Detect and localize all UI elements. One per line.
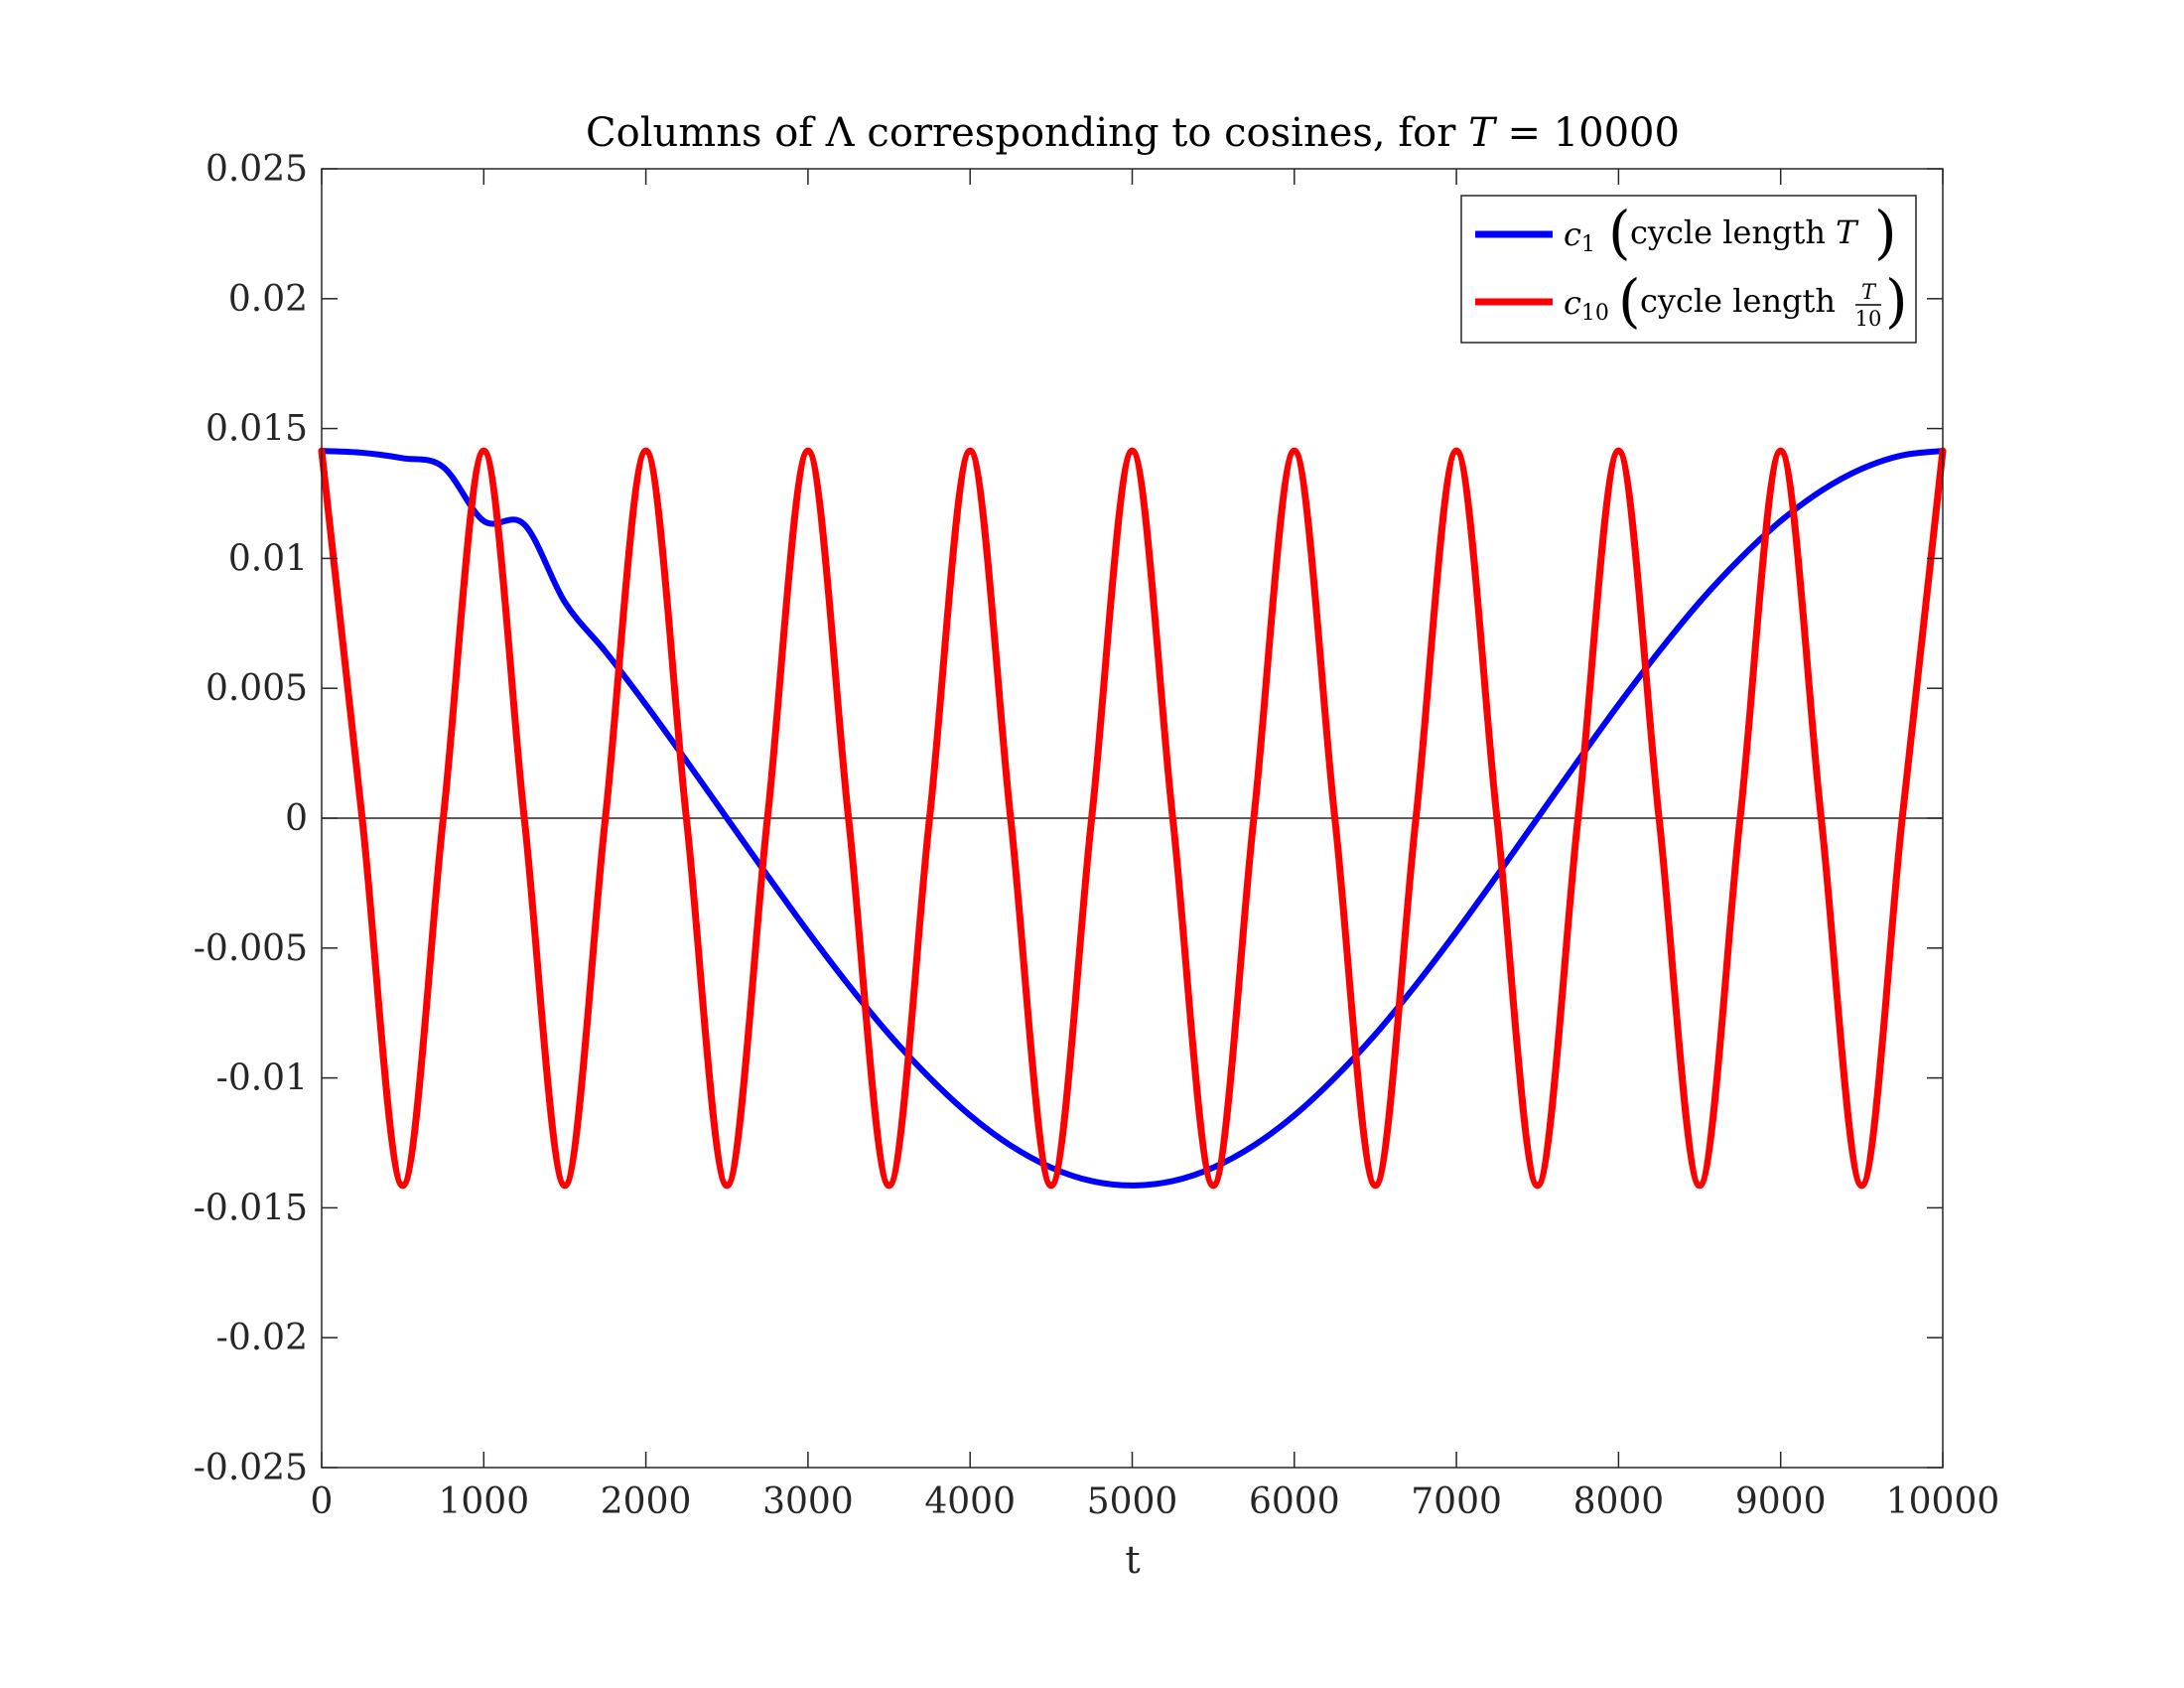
y-tick-label: 0.015: [205, 409, 308, 450]
x-tick-label: 3000: [762, 1481, 854, 1522]
x-ticks: 0 1000 2000 3000 4000 5000 6000 7000 8000 9000 100…: [311, 169, 2000, 1522]
chart-title-prefix: Columns of Λ corresponding to cosines, f…: [586, 110, 1468, 156]
legend-text-c1: cycle length T: [1630, 213, 1859, 251]
x-tick-label: 6000: [1249, 1481, 1340, 1522]
legend-sub-c1: 1: [1581, 232, 1595, 257]
chart-title-suffix: = 10000: [1495, 110, 1680, 156]
legend-var-c1: T: [1836, 213, 1859, 251]
plot-area: [318, 168, 1947, 1469]
legend: c1 ( cycle length T ) c10 ( cycle length…: [1460, 195, 1917, 344]
y-tick-label: 0.01: [228, 538, 308, 579]
legend-paren-open-c1: (: [1608, 199, 1631, 266]
series-line-c1: [319, 448, 1946, 1189]
legend-label-c1: c1: [1564, 215, 1595, 257]
legend-paren-close-c1: ): [1874, 199, 1897, 266]
x-tick-label: 4000: [924, 1481, 1016, 1522]
x-tick-label: 7000: [1411, 1481, 1502, 1522]
y-tick-label: -0.02: [216, 1318, 308, 1358]
y-tick-label: -0.025: [194, 1448, 308, 1488]
legend-sub-c10: 10: [1581, 301, 1609, 326]
x-tick-label: 10000: [1886, 1481, 2000, 1522]
legend-symbol-c1: c: [1564, 215, 1581, 253]
x-axis-label: t: [1125, 1538, 1140, 1582]
legend-frac-num-c10: T: [1861, 280, 1877, 304]
chart-title: Columns of Λ corresponding to cosines, f…: [586, 110, 1680, 156]
chart-title-var: T: [1468, 110, 1498, 156]
y-tick-label: -0.005: [194, 928, 308, 969]
y-tick-label: 0.025: [205, 149, 308, 190]
legend-text-c10: cycle length: [1640, 282, 1836, 320]
y-ticks: 0.025 0.02 0.015 0.01 0.005 0 -0.005 -0.01 -0.01…: [194, 149, 1943, 1488]
x-tick-label: 1000: [438, 1481, 529, 1522]
y-tick-label: 0.005: [205, 668, 308, 709]
y-tick-label: -0.01: [216, 1058, 308, 1099]
series-line-c10: [318, 447, 1947, 1190]
y-tick-label: -0.015: [194, 1188, 308, 1228]
legend-paren-close-c10: ): [1885, 267, 1908, 335]
legend-paren-open-c10: (: [1618, 267, 1641, 335]
y-tick-label: 0.02: [228, 279, 308, 320]
x-tick-label: 9000: [1735, 1481, 1827, 1522]
legend-box: [1460, 195, 1917, 344]
legend-desc-c1: cycle length: [1630, 213, 1836, 251]
y-tick-label: 0: [285, 798, 308, 839]
legend-symbol-c10: c: [1564, 284, 1581, 322]
x-tick-label: 0: [311, 1481, 334, 1522]
x-tick-label: 5000: [1087, 1481, 1178, 1522]
legend-label-c10: c10: [1564, 284, 1609, 326]
x-tick-label: 2000: [601, 1481, 692, 1522]
x-tick-label: 8000: [1573, 1481, 1665, 1522]
legend-frac-den-c10: 10: [1855, 307, 1882, 331]
